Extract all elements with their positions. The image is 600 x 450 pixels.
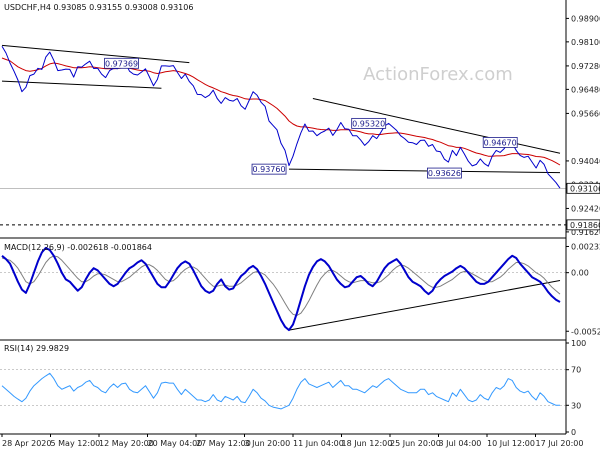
watermark: ActionForex.com [363,64,513,85]
rsi-ytick-label: 100 [571,339,586,348]
rsi-line [1,372,560,410]
macd-ytick-label: 0.00 [571,269,589,278]
price-trendline-4 [288,168,561,174]
price-trendline-1 [1,44,190,64]
price-annotation-4: 0.93626 [427,167,462,179]
moving-average-line [1,57,561,166]
price-annotation-1: 0.97369 [104,57,139,69]
price-line [1,46,561,189]
rsi-title: RSI(14) 29.9829 [4,344,69,353]
x-tick-label: 5 May 12:00 [51,439,101,448]
rsi-ytick-label: 0 [571,428,576,437]
support-price-box [566,219,600,231]
macd-ytick-label: 0.002325 [571,242,600,251]
annotation-label: 0.95320 [352,119,385,128]
annotation-box [104,57,139,69]
x-tick-label: 3 Jun 20:00 [245,439,291,448]
price-title: USDCHF,H4 0.93085 0.93155 0.93008 0.9310… [4,3,193,12]
price-annotation-2: 0.93760 [251,163,287,175]
price-trendline-2 [1,80,162,89]
annotation-label: 0.94670 [484,138,517,147]
x-tick-label: 10 Jul 12:00 [487,439,535,448]
x-tick-label: 27 May 12:00 [196,439,251,448]
x-tick-label: 11 Jun 04:00 [293,439,344,448]
price-annotation-5: 0.94670 [482,137,518,148]
x-tick-label: 12 May 20:00 [99,439,154,448]
price-trendline-3 [312,97,561,154]
x-tick-label: 28 Apr 2020 [2,439,51,448]
annotation-label: 0.93760 [252,165,285,174]
annotation-box [251,163,287,175]
macd-line [1,246,561,332]
annotation-label: 0.93626 [428,169,461,178]
rsi-ytick-label: 30 [571,401,581,410]
rsi-ytick-label: 70 [571,366,581,375]
rsi-pane [0,341,566,433]
annotation-box [427,167,462,179]
x-tick-label: 3 Jul 04:00 [439,439,482,448]
current-price-box [566,182,600,194]
macd-ytick-label: -0.005201 [571,327,600,336]
annotation-label: 0.97369 [105,59,138,68]
macd-title: MACD(12,26,9) -0.002618 -0.001864 [4,243,152,252]
current-price-label: 0.93106 [570,184,600,193]
price-pane [0,0,566,237]
x-tick-label: 17 Jul 20:00 [536,439,584,448]
support-price-label: 0.91860 [570,221,600,230]
annotation-box [482,137,518,148]
macd-trendline [288,280,561,331]
price-annotation-3: 0.95320 [351,117,387,129]
annotation-box [351,117,387,129]
x-tick-label: 20 May 04:00 [148,439,203,448]
x-tick-label: 18 Jun 12:00 [342,439,393,448]
x-tick-label: 25 Jun 20:00 [390,439,441,448]
